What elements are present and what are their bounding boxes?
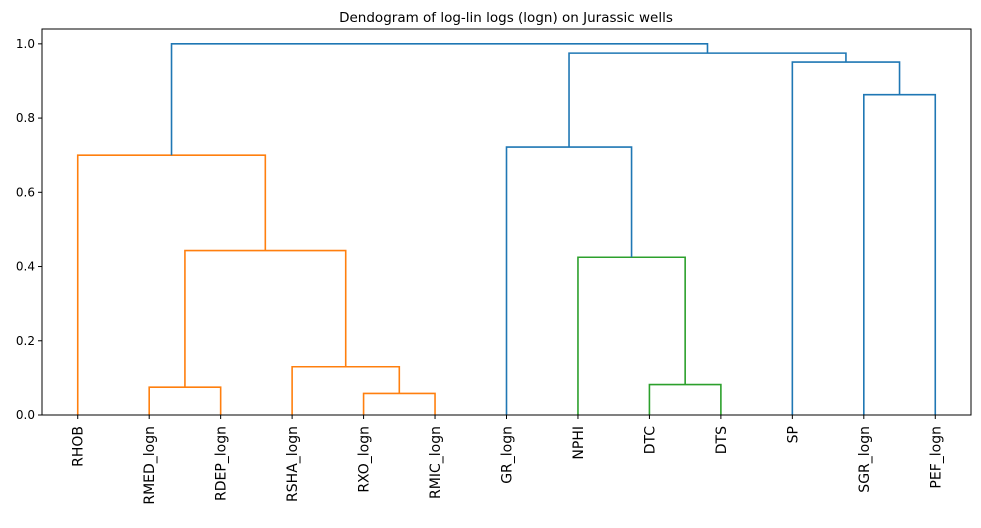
dendrogram-link <box>863 93 937 415</box>
dendrogram-link <box>76 154 267 415</box>
leaf-label: RHOB <box>71 426 87 467</box>
dendrogram-link <box>577 256 686 415</box>
leaf-label: SGR_logn <box>857 426 873 493</box>
chart-title: Dendogram of log-lin logs (logn) on Jura… <box>339 10 673 26</box>
y-tick-label: 0.2 <box>16 334 35 348</box>
dendrogram-link <box>362 392 436 415</box>
dendrogram-links <box>76 43 937 415</box>
leaf-label: RMIC_logn <box>428 426 444 499</box>
y-tick-label: 1.0 <box>16 37 35 51</box>
y-tick-label: 0.0 <box>16 408 35 422</box>
y-axis: 0.0 0.2 0.4 0.6 0.8 1.0 <box>16 37 42 422</box>
leaf-label: RXO_logn <box>357 426 373 493</box>
dendrogram-link <box>791 61 901 415</box>
dendrogram-link <box>568 52 847 148</box>
leaf-label: GR_logn <box>500 426 516 484</box>
leaf-label: DTC <box>642 426 658 455</box>
leaf-label: DTS <box>714 426 730 454</box>
dendrogram-link <box>648 383 722 415</box>
leaf-label: PEF_logn <box>928 426 944 489</box>
leaf-label: RSHA_logn <box>285 426 301 502</box>
y-tick-label: 0.6 <box>16 185 35 199</box>
leaf-label: RDEP_logn <box>214 426 230 501</box>
leaf-label: RMED_logn <box>142 426 158 505</box>
x-axis: RHOB RMED_logn RDEP_logn RSHA_logn RXO_logn R… <box>71 415 944 505</box>
dendrogram-link <box>170 43 709 156</box>
leaf-label: SP <box>785 426 801 443</box>
dendrogram-link <box>184 249 347 388</box>
dendrogram-link <box>505 146 633 415</box>
y-tick-label: 0.4 <box>16 260 35 274</box>
dendrogram-link <box>291 365 401 415</box>
dendrogram-link <box>148 386 222 415</box>
y-tick-label: 0.8 <box>16 111 35 125</box>
leaf-label: NPHI <box>571 426 587 460</box>
